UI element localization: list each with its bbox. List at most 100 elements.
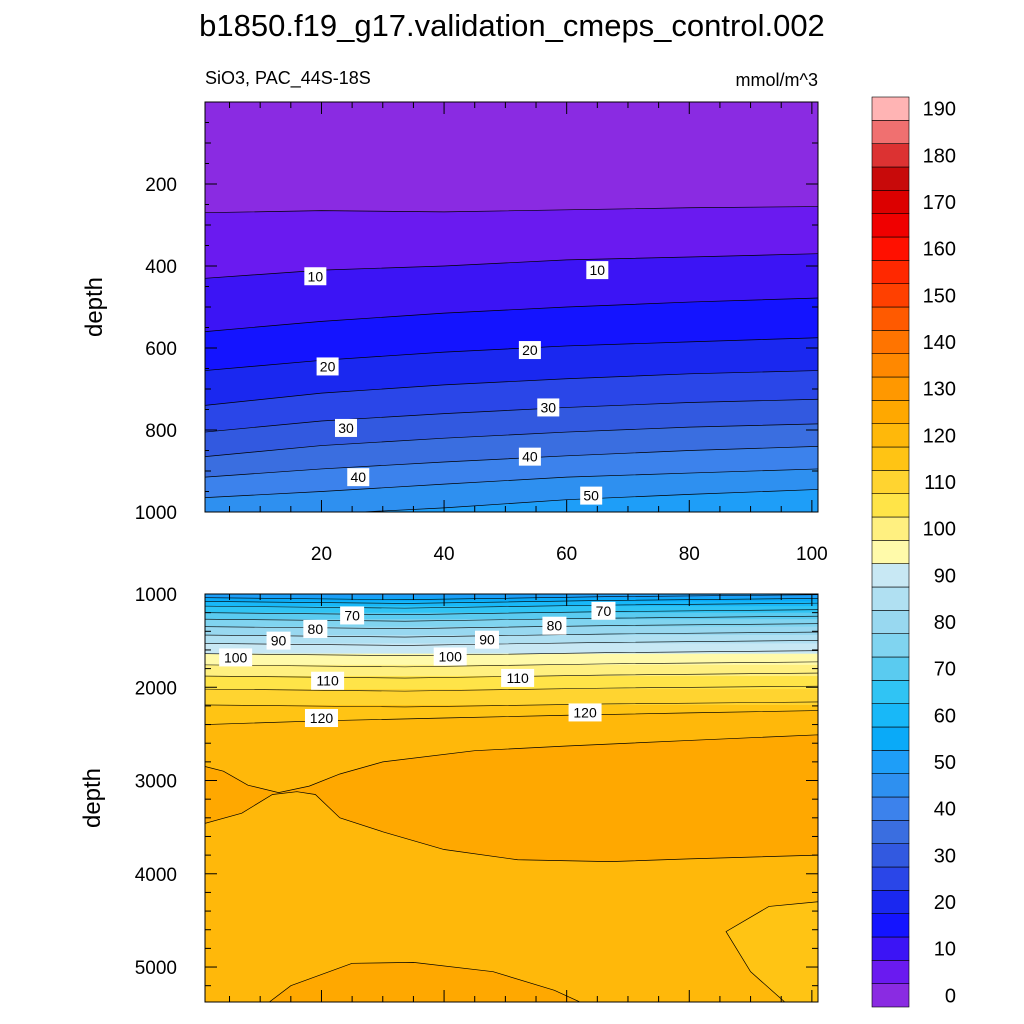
upper-contour-lines (205, 206, 818, 512)
colorbar-label: 80 (934, 612, 956, 634)
lower-contour-label-bg (568, 703, 602, 722)
upper-y-tick-label: 600 (145, 339, 177, 360)
upper-contour-label-bg (316, 357, 339, 376)
colorbar-box (871, 96, 910, 121)
lower-contour-line-115 (205, 701, 818, 708)
lower-contour-label: 70 (344, 607, 360, 623)
upper-contour-label-bg (518, 341, 541, 360)
lower-y-axis-label: depth (79, 768, 106, 828)
lower-panel: 70 70 80 80 90 90 100 100 110 110 120 120 1000 2000 30… (135, 585, 819, 1003)
lower-contour-line-120 (205, 710, 818, 725)
lower-contour-label-bg (266, 631, 291, 650)
lower-contour-line-65 (205, 602, 818, 609)
lower-contour-label: 80 (547, 618, 563, 634)
x-tick-label: 20 (311, 544, 332, 565)
upper-contour-line-40 (205, 446, 818, 478)
upper-contour-line-45 (205, 468, 818, 498)
upper-y-tick-label: 800 (145, 421, 177, 442)
colorbar-label: 50 (934, 752, 956, 774)
lower-contour-label-bg (501, 668, 535, 687)
lower-contour-label-bg (591, 601, 616, 620)
colorbar-box (871, 960, 910, 984)
lower-contour-label-bg (303, 619, 328, 638)
colorbar-box (871, 586, 910, 611)
lower-band-125-bottom (269, 962, 580, 1002)
upper-contour-label: 30 (338, 420, 354, 436)
lower-contour-fill (205, 594, 818, 1002)
chart-title: b1850.f19_g17.validation_cmeps_control.0… (199, 8, 825, 43)
colorbar-box (871, 750, 910, 774)
upper-contour-line-15 (205, 297, 818, 332)
upper-contour-label: 40 (522, 449, 538, 465)
lower-contour-label: 90 (271, 633, 287, 649)
upper-contour-label: 10 (308, 268, 324, 284)
lower-contour-label: 90 (479, 632, 495, 648)
upper-contour-label-bg (580, 486, 603, 505)
colorbar-label: 120 (923, 425, 956, 447)
colorbar-box (871, 913, 910, 938)
colorbar-label: 0 (945, 985, 956, 1007)
lower-contour-line-region (205, 734, 818, 862)
x-tick-label: 100 (796, 544, 828, 565)
colorbar-label: 160 (923, 239, 956, 261)
colorbar-label: 60 (934, 705, 956, 727)
colorbar-label: 170 (923, 192, 956, 214)
colorbar-box (871, 470, 910, 494)
colorbar-box (871, 540, 910, 564)
lower-contour-label: 110 (506, 670, 529, 686)
upper-panel: 10 10 20 20 30 30 40 40 50 200 400 600 800 1000 20 40 60… (135, 101, 828, 565)
upper-contour-label-bg (304, 267, 327, 286)
upper-contour-line-50 (355, 489, 818, 512)
upper-contour-label: 40 (350, 469, 366, 485)
colorbar-label: 180 (923, 145, 956, 167)
lower-contour-line-region (725, 901, 818, 1002)
lower-contour-label-bg (474, 630, 499, 649)
colorbar-box (871, 983, 910, 1008)
colorbar-box (871, 936, 910, 961)
colorbar-box (871, 423, 910, 448)
upper-y-tick-label: 400 (145, 257, 177, 278)
colorbar-box (871, 446, 910, 471)
upper-contour-line-25 (205, 370, 818, 406)
lower-contour-label: 80 (308, 621, 324, 637)
lower-y-tick-label: 3000 (135, 772, 177, 793)
x-tick-label: 80 (679, 544, 700, 565)
lower-contour-line-70 (205, 609, 818, 615)
lower-y-tick-label: 1000 (135, 585, 177, 606)
lower-contour-line-100 (205, 661, 818, 668)
colorbar-label: 140 (923, 332, 956, 354)
colorbar-label: 100 (923, 519, 956, 541)
colorbar-box (871, 283, 910, 308)
upper-contour-label: 10 (590, 262, 606, 278)
lower-contour-label: 120 (310, 710, 334, 726)
colorbar-box (871, 306, 910, 331)
colorbar-box (871, 166, 910, 191)
colorbar-box (871, 820, 910, 844)
upper-contour-line-20 (205, 337, 818, 371)
upper-contour-line-35 (205, 423, 818, 457)
colorbar-box (871, 493, 910, 518)
colorbar-box (871, 703, 910, 728)
colorbar-box (871, 633, 910, 658)
upper-y-axis-label: depth (81, 277, 108, 337)
lower-contour-label: 100 (439, 648, 463, 664)
lower-y-tick-label: 4000 (135, 865, 177, 886)
colorbar-label: 190 (923, 99, 956, 121)
lower-contour-label-bg (542, 616, 567, 635)
lower-contour-label-bg (311, 671, 345, 690)
colorbar-box (871, 400, 910, 424)
upper-contour-fill (205, 102, 818, 512)
upper-contour-line-10 (205, 253, 818, 279)
colorbar-box (871, 610, 910, 634)
lower-contour-label: 100 (224, 649, 248, 665)
upper-contour-label: 50 (583, 488, 599, 504)
upper-contour-label-bg (518, 447, 541, 466)
upper-y-tick-label: 200 (145, 175, 177, 196)
colorbar-label: 90 (934, 565, 956, 587)
colorbar-box (871, 376, 910, 401)
colorbar-label: 10 (934, 939, 956, 961)
chart-subtitle-left: SiO3, PAC_44S-18S (205, 68, 371, 89)
lower-band-115-pocket (726, 901, 818, 1002)
colorbar-box (871, 190, 910, 214)
